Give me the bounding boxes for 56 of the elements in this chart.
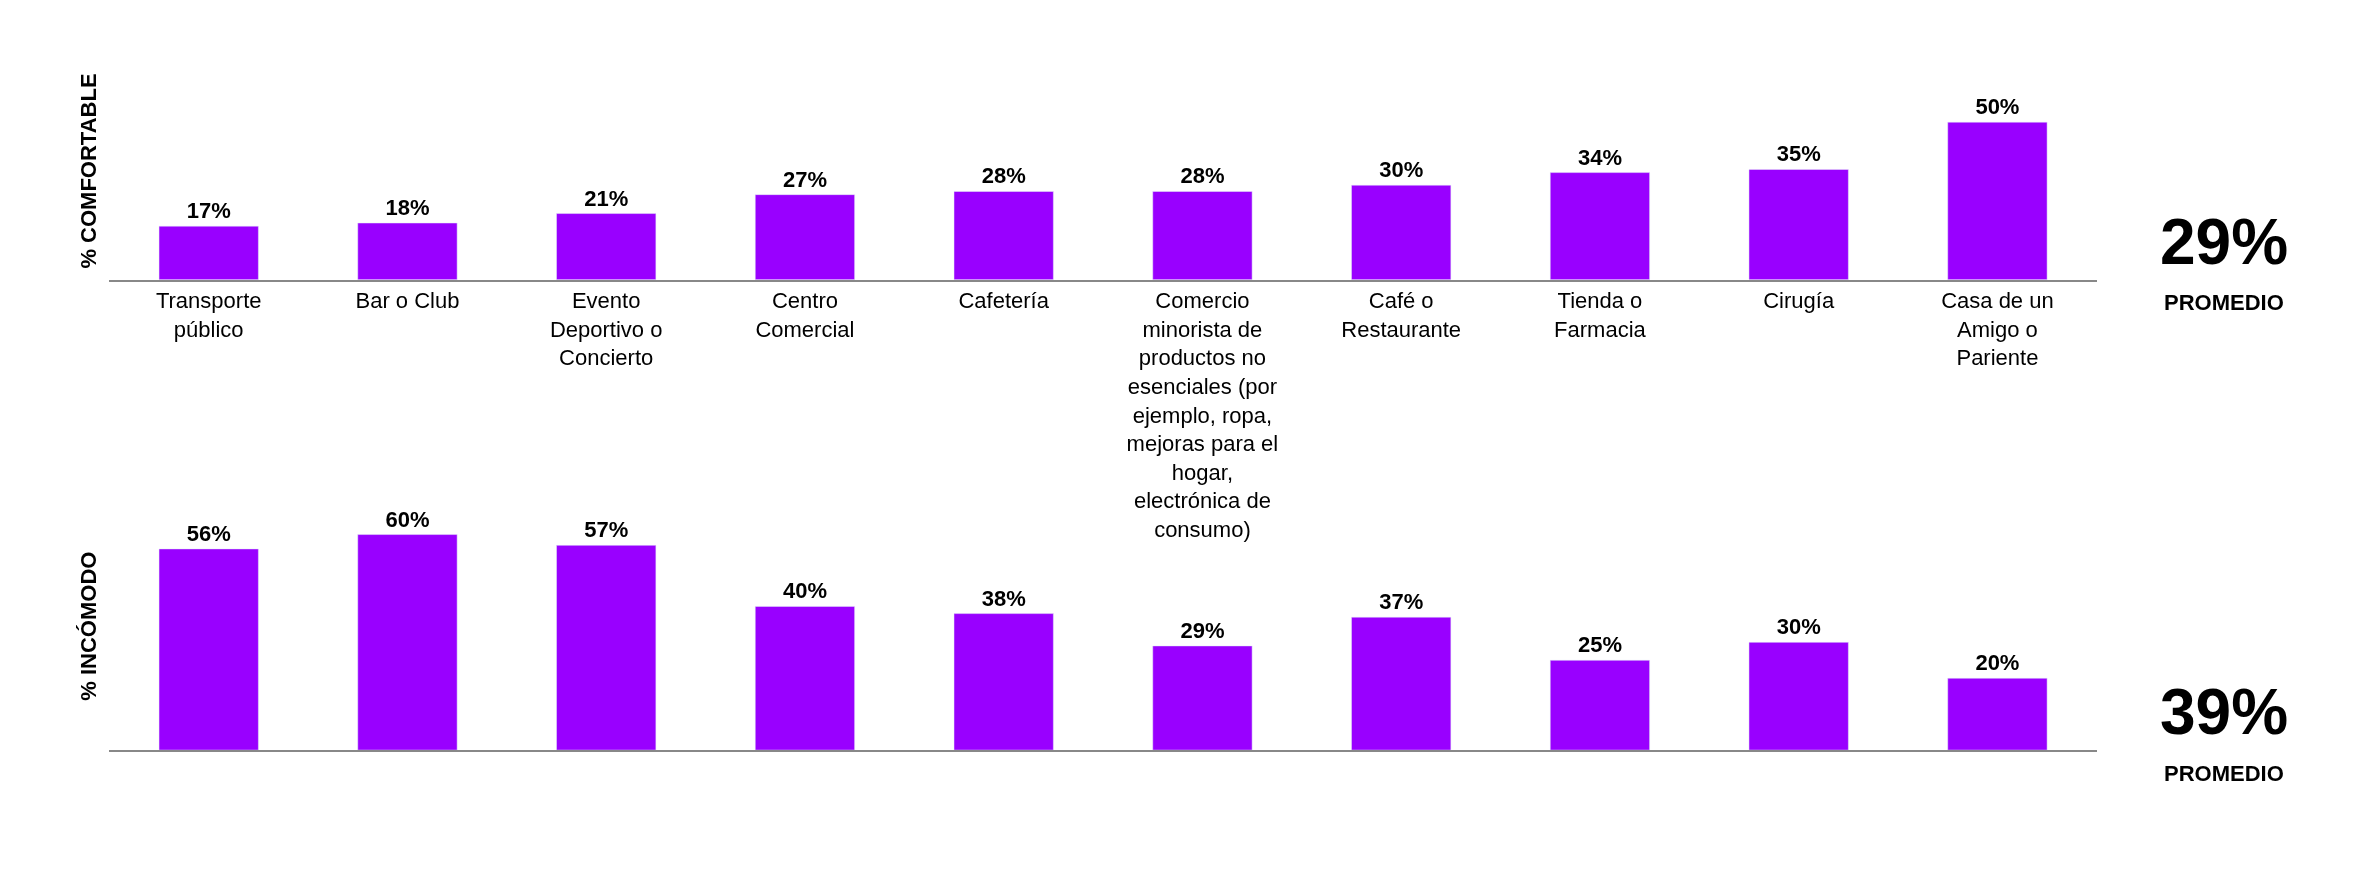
data-label: 60%: [385, 506, 430, 532]
bar: [1947, 678, 2048, 751]
bar: [755, 194, 855, 280]
data-label: 30%: [1379, 157, 1424, 183]
bar: [755, 606, 855, 751]
data-label: 57%: [584, 517, 629, 543]
data-label: 29%: [1180, 617, 1225, 643]
bar: [556, 213, 657, 280]
bar: [158, 225, 259, 280]
bar: [1748, 169, 1849, 280]
data-label: 35%: [1776, 141, 1821, 167]
bar: [953, 613, 1054, 751]
bar: [556, 545, 657, 751]
data-label: 25%: [1577, 632, 1622, 658]
data-label: 56%: [186, 520, 231, 546]
data-label: 28%: [981, 163, 1026, 189]
data-label: 28%: [1180, 163, 1225, 189]
x-tick-label: Centro Comercial: [755, 288, 855, 342]
bar: [953, 191, 1054, 280]
bar: [357, 222, 458, 280]
x-tick-label: Casa de un Amigo o Pariente: [1941, 288, 2054, 371]
data-label: 38%: [981, 585, 1026, 611]
x-tick-label: Evento Deportivo o Concierto: [549, 288, 663, 371]
data-label: 17%: [186, 198, 231, 224]
x-tick-label: Cafetería: [958, 288, 1050, 314]
data-label: 37%: [1379, 589, 1424, 615]
x-tick-label: Bar o Club: [355, 288, 460, 314]
bar: [1549, 172, 1650, 280]
bar: [1351, 616, 1452, 751]
data-label: 21%: [584, 185, 629, 211]
data-label: 18%: [385, 195, 430, 220]
bar: [1748, 642, 1849, 751]
data-label: 40%: [782, 578, 827, 604]
bar: [1947, 121, 2048, 280]
x-tick-label: Café o Restaurante: [1341, 288, 1462, 342]
bar: [1351, 184, 1452, 280]
category-label: Comercio minorista de productos no esenciales (por ejemplo, ropa, mejoras para el hogar, electrónica de consumo): [1126, 288, 1279, 542]
y-axis-title: % INCÓMODO: [76, 551, 102, 701]
text: PROMEDIO: [2164, 761, 2284, 786]
data-label: 27%: [782, 166, 827, 192]
text: 39%: [2160, 676, 2289, 748]
data-label: 30%: [1776, 614, 1821, 640]
data-label: 20%: [1975, 650, 2020, 676]
bar: [1152, 645, 1253, 751]
bar: [1549, 660, 1650, 751]
bar: [1152, 191, 1253, 280]
y-axis-title: % COMFORTABLE: [76, 73, 102, 269]
data-label: 34%: [1577, 144, 1622, 170]
bar: [158, 548, 259, 751]
x-tick-label: Cirugía: [1763, 288, 1835, 314]
bar: [357, 534, 458, 751]
x-tick-label: Transporte público: [155, 288, 262, 342]
text: 29%: [2160, 206, 2289, 278]
data-label: 50%: [1975, 94, 2020, 120]
x-tick-label: Tienda o Farmacia: [1554, 288, 1647, 342]
text: PROMEDIO: [2164, 290, 2284, 315]
